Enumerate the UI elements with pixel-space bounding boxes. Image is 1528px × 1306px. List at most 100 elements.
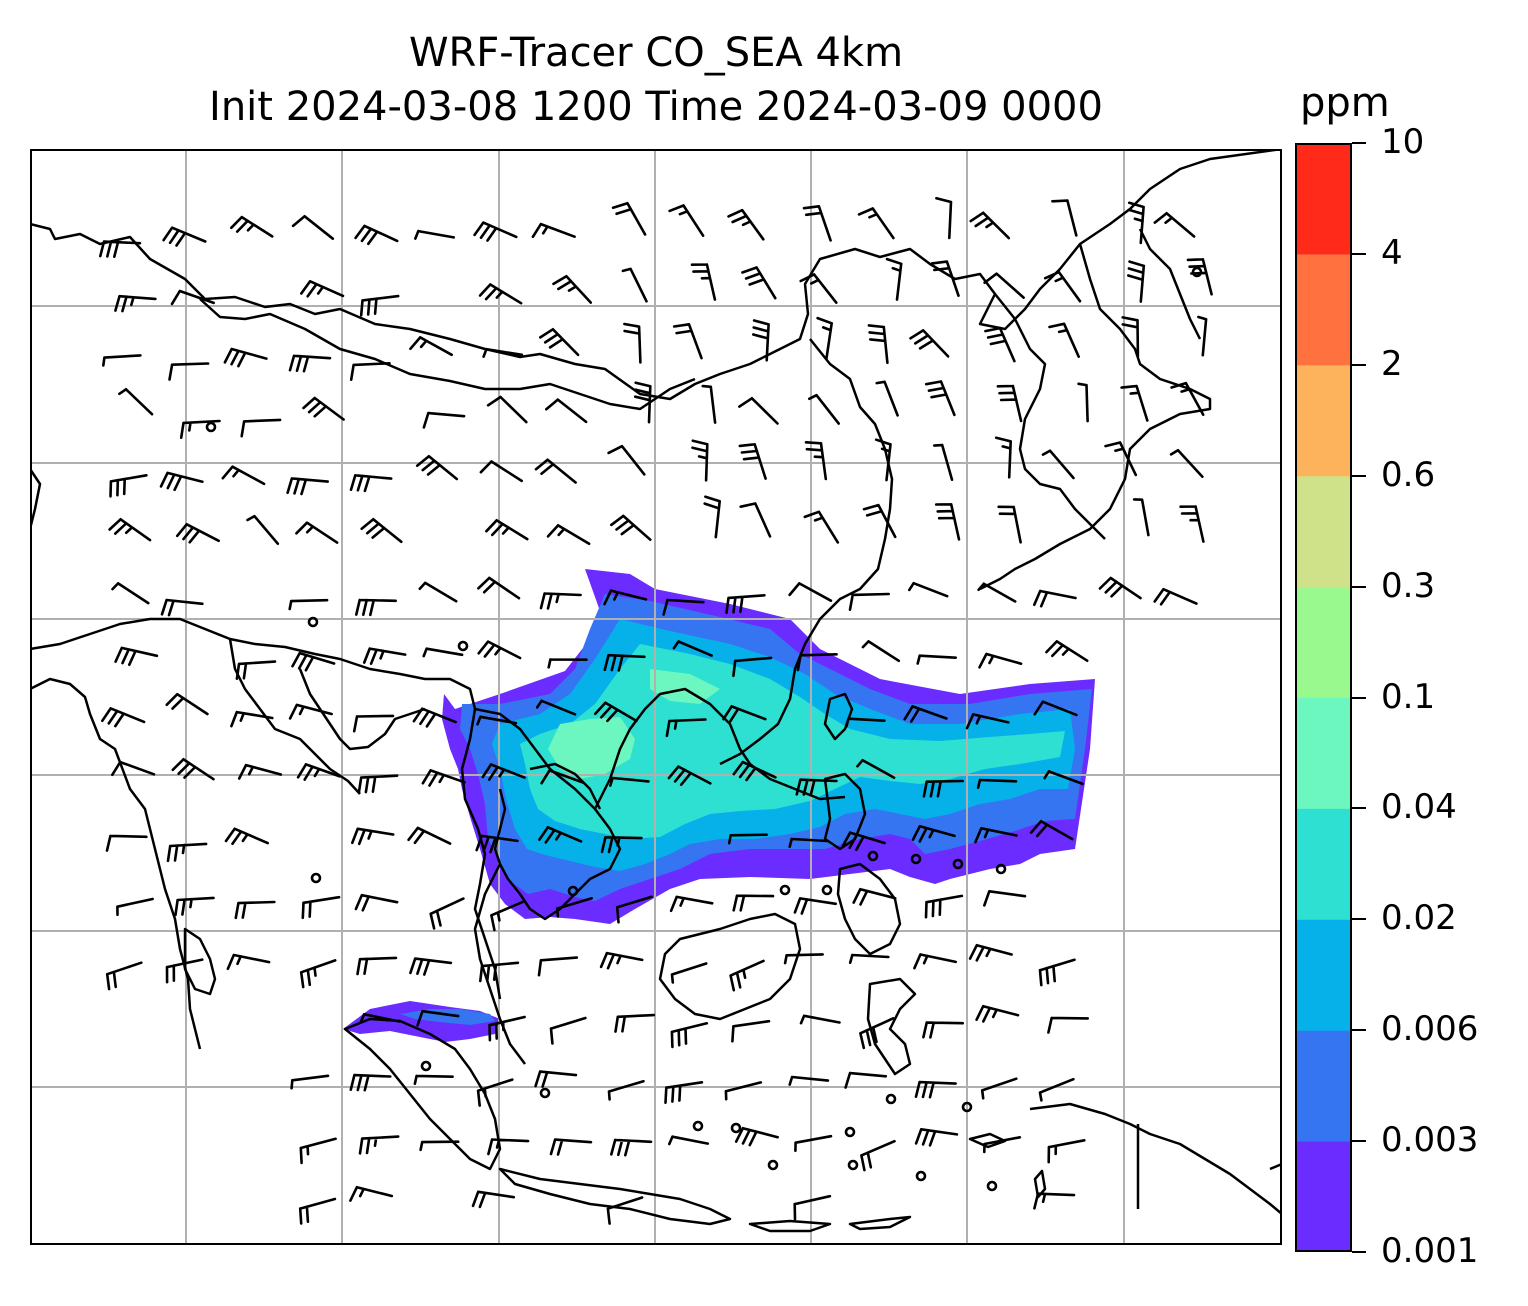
wind-barb <box>349 1073 392 1092</box>
wind-barb <box>1127 260 1146 303</box>
wind-barb <box>603 653 646 672</box>
wind-barb <box>555 897 593 918</box>
wind-barb <box>974 827 1018 844</box>
wind-barb <box>857 207 895 240</box>
wind-barb <box>983 890 1027 907</box>
wind-barb <box>286 477 329 496</box>
wind-barb <box>299 1137 337 1165</box>
wind-barb <box>299 959 337 989</box>
wind-barb <box>978 652 1023 669</box>
wind-barb <box>802 205 832 242</box>
wind-barb <box>607 444 646 476</box>
wind-barb <box>246 514 280 545</box>
wind-barb <box>722 705 767 723</box>
wind-barb <box>415 454 459 481</box>
wind-barb <box>669 895 714 913</box>
wind-barb <box>488 1015 526 1042</box>
colorbar-segment-8 <box>1295 253 1352 366</box>
colorbar-tick-label: 2 <box>1381 343 1403 384</box>
wind-barb <box>672 323 703 360</box>
wind-barb <box>668 204 705 237</box>
colorbar-tick-label: 0.02 <box>1381 898 1457 939</box>
wind-barb <box>803 510 840 544</box>
wind-barb <box>549 1138 593 1156</box>
wind-barb <box>852 887 897 906</box>
colorbar-segment-0 <box>1295 1141 1352 1252</box>
wind-barb <box>903 705 948 723</box>
wind-barb <box>1033 589 1077 608</box>
wind-barb <box>908 581 949 598</box>
wind-barb <box>980 1077 1018 1100</box>
wind-barb <box>552 274 593 304</box>
wind-barb <box>413 1074 454 1085</box>
colorbar-tick <box>1352 585 1366 588</box>
wind-barb <box>482 347 524 358</box>
colorbar-tick <box>1352 363 1366 366</box>
colorbar <box>1295 143 1352 1252</box>
wind-barb <box>301 895 341 920</box>
colorbar-tick <box>1352 142 1366 144</box>
colorbar-tick <box>1352 696 1366 699</box>
wind-barb <box>160 598 204 617</box>
wind-barb <box>475 834 519 854</box>
colorbar-tick <box>1352 807 1366 810</box>
wind-barb <box>547 658 588 669</box>
wind-barb <box>845 717 886 728</box>
wind-barb <box>1047 1016 1089 1034</box>
wind-barb <box>933 443 954 481</box>
wind-barb <box>1043 270 1082 303</box>
wind-barb <box>409 957 453 976</box>
wind-barb <box>546 524 591 546</box>
wind-barb <box>534 1070 578 1088</box>
wind-barb <box>788 837 829 848</box>
wind-barb <box>171 758 215 781</box>
map-panel[interactable] <box>30 149 1282 1245</box>
wind-barb <box>965 713 1010 730</box>
wind-barb <box>969 211 1011 240</box>
wind-barb <box>844 1071 888 1089</box>
wind-barb <box>175 523 220 544</box>
wind-barb <box>490 899 526 932</box>
colorbar-segment-1 <box>1295 1030 1352 1142</box>
wind-barb <box>105 834 148 852</box>
wind-barb <box>162 226 207 247</box>
wind-barb <box>357 774 399 794</box>
wind-barb <box>732 656 773 678</box>
wind-barb <box>170 289 215 306</box>
wind-barb <box>861 640 901 663</box>
wind-barb <box>1153 212 1196 238</box>
wind-barb <box>796 653 838 672</box>
wind-barb <box>422 411 466 429</box>
wind-barb <box>922 1021 964 1039</box>
wind-barb <box>968 943 1013 962</box>
wind-barb <box>116 897 154 916</box>
wind-barb <box>621 267 648 303</box>
wind-barb <box>975 1004 1020 1023</box>
wind-barb <box>487 1138 530 1156</box>
plume-level-0.04b <box>650 669 720 704</box>
wind-barb <box>479 460 523 483</box>
wind-barb <box>101 707 146 728</box>
wind-barb <box>485 519 529 541</box>
wind-barb <box>856 758 896 779</box>
wind-barb <box>538 826 583 844</box>
wind-barb <box>1038 1077 1075 1102</box>
wind-barb <box>296 763 342 781</box>
wind-barb <box>109 474 148 498</box>
wind-barb <box>752 319 770 362</box>
plume-level-0.003-south <box>400 1009 495 1025</box>
wind-barb <box>412 707 457 728</box>
wind-barb <box>606 1196 644 1225</box>
wind-barb <box>290 1074 330 1090</box>
colorbar-tick <box>1352 1029 1366 1032</box>
wind-barb <box>358 1135 400 1155</box>
wind-barb <box>234 900 276 920</box>
wind-barb <box>924 894 964 919</box>
wind-barb <box>1033 1192 1076 1210</box>
wind-barb <box>349 362 391 381</box>
wind-barb <box>914 1128 959 1147</box>
plume-level-0.04 <box>548 717 635 779</box>
wind-barb <box>288 703 333 720</box>
wind-barb <box>414 229 455 240</box>
wind-barb <box>1132 498 1150 537</box>
